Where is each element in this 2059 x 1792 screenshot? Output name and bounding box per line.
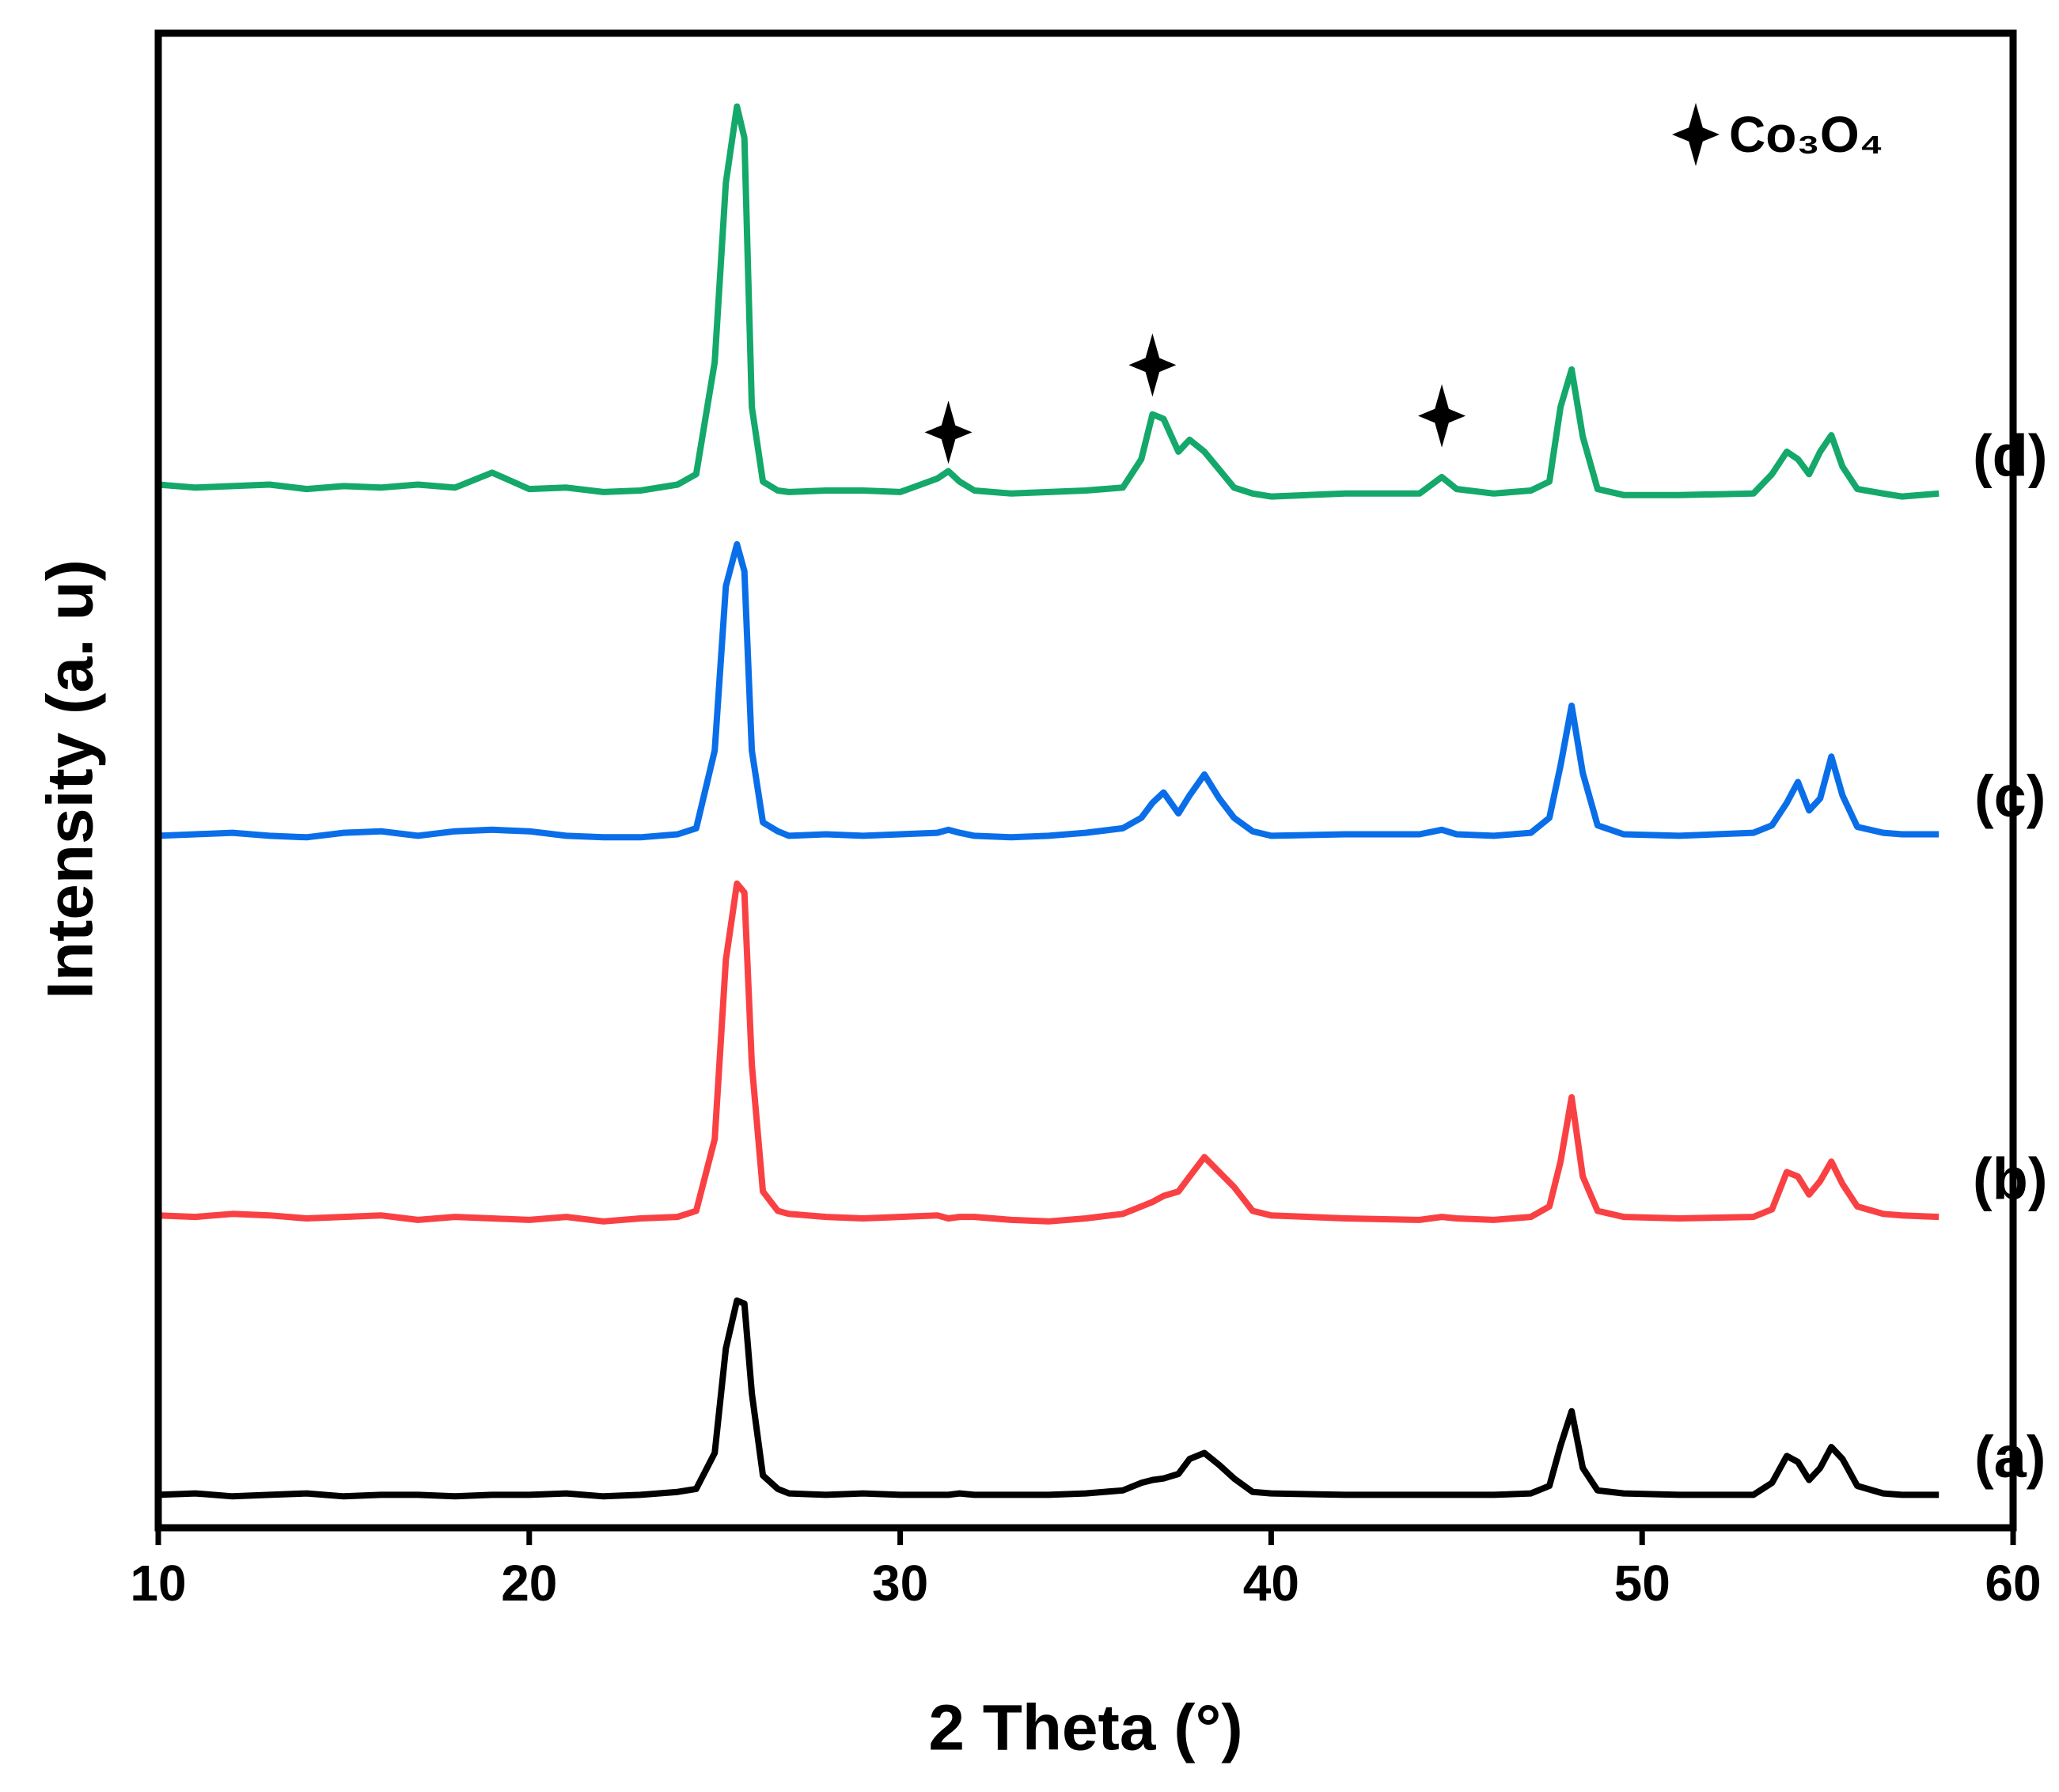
x-tick-label: 50 (1614, 1555, 1670, 1612)
phase-marker (1128, 333, 1177, 397)
plot-frame (154, 29, 2017, 1532)
y-axis-title: Intensity (a. u) (35, 559, 107, 999)
data-line (157, 103, 1940, 500)
x-tick-label: 10 (130, 1555, 186, 1612)
x-tick-label: 40 (1243, 1555, 1299, 1612)
x-tick-label: 60 (1985, 1555, 2041, 1612)
phase-marker (924, 400, 973, 464)
x-axis-title: 2 Theta (°) (928, 1692, 1242, 1764)
x-tick-label: 30 (872, 1555, 928, 1612)
x-tick-label: 20 (501, 1555, 557, 1612)
data-line (157, 541, 1940, 841)
legend-text: Co₃O₄ (1729, 106, 1883, 163)
legend-marker (1672, 103, 1720, 166)
phase-marker (1418, 384, 1466, 448)
data-line (157, 1297, 1940, 1500)
data-line (157, 880, 1940, 1225)
